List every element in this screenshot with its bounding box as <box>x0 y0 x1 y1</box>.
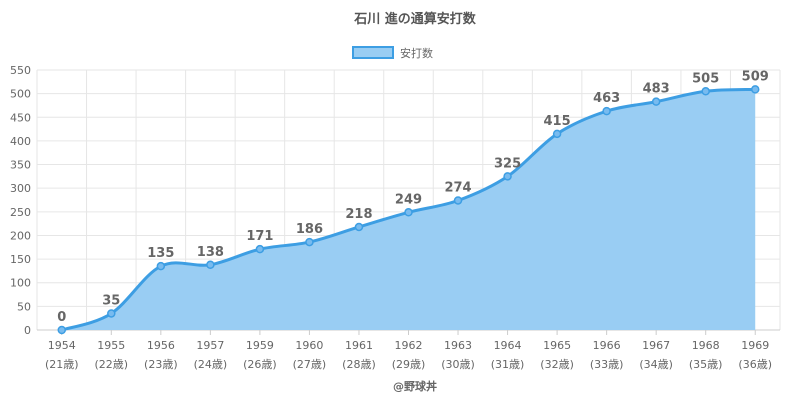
x-tick-sublabel: (24歳) <box>194 358 228 371</box>
x-tick-sublabel: (21歳) <box>45 358 79 371</box>
data-label: 0 <box>57 310 66 325</box>
data-point[interactable] <box>602 106 611 116</box>
data-points[interactable] <box>57 85 760 335</box>
x-tick-label: 1968 <box>692 339 720 352</box>
x-tick-sublabel: (36歳) <box>738 358 772 371</box>
data-point[interactable] <box>57 325 67 335</box>
x-tick-sublabel: (32歳) <box>540 358 574 371</box>
chart-title: 石川 進の通算安打数 <box>353 11 477 27</box>
data-point[interactable] <box>354 222 364 232</box>
y-tick-label: 50 <box>17 300 31 313</box>
x-tick-label: 1963 <box>444 339 472 352</box>
y-tick-label: 350 <box>10 159 31 172</box>
x-tick-label: 1957 <box>196 339 224 352</box>
x-tick-label: 1955 <box>97 339 125 352</box>
x-axis: 1954 (21歳) 1955 (22歳) 1956 (23歳) 1957 (24歳) 1959… <box>45 330 772 371</box>
data-point[interactable] <box>305 237 314 247</box>
data-label: 325 <box>494 156 521 171</box>
data-label: 186 <box>296 222 323 237</box>
data-label: 509 <box>742 69 769 84</box>
data-label: 505 <box>692 71 719 86</box>
x-tick-label: 1969 <box>741 339 769 352</box>
y-tick-label: 0 <box>24 324 31 337</box>
x-tick-sublabel: (31歳) <box>491 358 525 371</box>
x-tick-sublabel: (28歳) <box>342 358 376 371</box>
x-tick-label: 1956 <box>147 339 175 352</box>
y-tick-label: 300 <box>10 182 31 195</box>
y-tick-label: 200 <box>10 229 31 242</box>
data-point[interactable] <box>156 261 166 271</box>
x-tick-label: 1964 <box>494 339 522 352</box>
data-label: 274 <box>444 180 471 195</box>
data-label: 35 <box>102 293 120 308</box>
legend-swatch <box>352 46 394 59</box>
y-tick-label: 250 <box>10 206 31 219</box>
data-label: 171 <box>246 229 273 244</box>
x-tick-label: 1966 <box>593 339 621 352</box>
data-point[interactable] <box>750 85 760 94</box>
x-tick-label: 1962 <box>395 339 423 352</box>
data-label: 415 <box>544 114 571 129</box>
data-point[interactable] <box>651 97 661 106</box>
y-tick-label: 400 <box>10 135 31 148</box>
y-tick-label: 550 <box>10 64 31 77</box>
y-tick-label: 150 <box>10 253 31 266</box>
data-label: 135 <box>147 246 174 261</box>
data-label: 463 <box>593 91 620 106</box>
data-label: 218 <box>345 207 372 222</box>
y-tick-label: 450 <box>10 111 31 124</box>
y-tick-label: 100 <box>10 277 31 290</box>
data-point[interactable] <box>255 244 265 254</box>
x-tick-sublabel: (33歳) <box>590 358 624 371</box>
x-tick-sublabel: (30歳) <box>441 358 475 371</box>
series-area <box>61 89 756 330</box>
x-tick-sublabel: (34歳) <box>639 358 673 371</box>
legend-label: 安打数 <box>400 46 433 60</box>
x-tick-sublabel: (23歳) <box>144 358 178 371</box>
x-tick-sublabel: (27歳) <box>293 358 327 371</box>
x-tick-label: 1960 <box>295 339 323 352</box>
data-point[interactable] <box>404 208 413 217</box>
data-point[interactable] <box>107 309 116 318</box>
data-point[interactable] <box>701 87 710 96</box>
x-tick-sublabel: (22歳) <box>95 358 129 371</box>
data-label: 138 <box>197 245 224 260</box>
legend[interactable]: 安打数 <box>352 46 433 60</box>
x-tick-label: 1961 <box>345 339 373 352</box>
x-tick-sublabel: (26歳) <box>243 358 277 371</box>
x-tick-sublabel: (29歳) <box>392 358 426 371</box>
data-point[interactable] <box>453 196 463 205</box>
x-tick-label: 1959 <box>246 339 274 352</box>
data-labels: 0 35 135 138 171 186 218 249 274 325 415 463 483 505 5… <box>57 69 769 325</box>
data-point[interactable] <box>206 260 215 270</box>
data-point[interactable] <box>503 172 512 181</box>
y-tick-label: 500 <box>10 88 31 101</box>
credit-text: @野球丼 <box>393 379 437 393</box>
data-label: 249 <box>395 192 422 207</box>
x-tick-label: 1967 <box>642 339 670 352</box>
data-label: 483 <box>643 82 670 97</box>
y-axis: 0 50 100 150 200 250 300 350 400 450 500 550 <box>10 64 31 337</box>
x-tick-label: 1965 <box>543 339 571 352</box>
data-point[interactable] <box>552 129 562 139</box>
x-tick-label: 1954 <box>48 339 76 352</box>
x-tick-sublabel: (35歳) <box>689 358 723 371</box>
